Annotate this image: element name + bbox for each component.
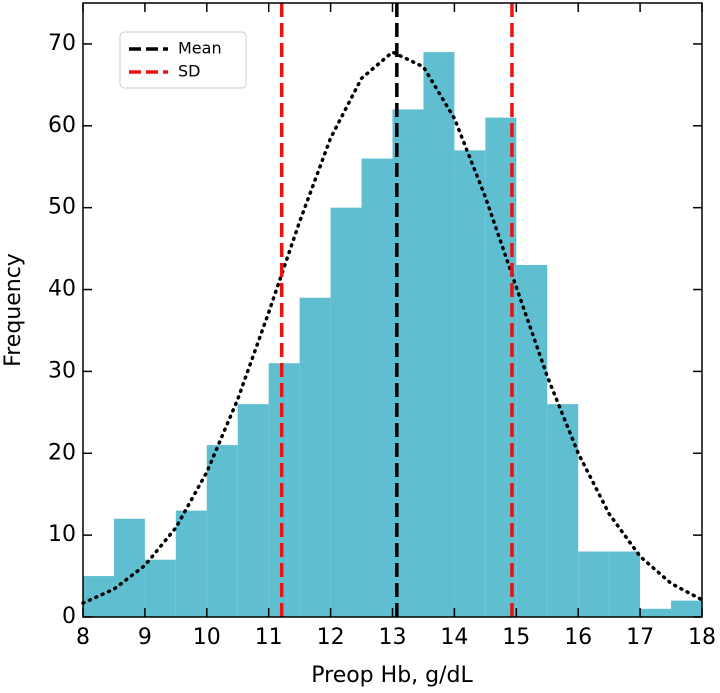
legend-label: Mean	[178, 39, 222, 58]
bar	[144, 559, 176, 617]
bar	[361, 158, 393, 617]
bar	[113, 518, 145, 617]
y-tick-label: 50	[48, 195, 76, 220]
bar	[237, 404, 269, 617]
bar	[454, 150, 486, 618]
y-tick-label: 60	[48, 113, 76, 138]
x-tick-label: 17	[626, 625, 654, 650]
bar	[83, 576, 114, 617]
x-tick-label: 15	[502, 625, 530, 650]
bar	[175, 510, 207, 617]
y-tick-label: 0	[62, 604, 76, 629]
x-tick-label: 8	[76, 625, 90, 650]
x-tick-label: 14	[440, 625, 468, 650]
bar	[578, 551, 610, 617]
bar	[206, 445, 238, 617]
legend: Mean SD	[119, 31, 247, 89]
x-tick-label: 13	[379, 625, 407, 650]
y-tick-label: 10	[48, 522, 76, 547]
bar	[547, 404, 579, 617]
fit-curve	[81, 50, 704, 605]
x-tick-label: 9	[138, 625, 152, 650]
bar	[640, 608, 672, 617]
x-tick-label: 18	[688, 625, 716, 650]
y-tick-label: 70	[48, 31, 76, 56]
y-tick-label: 40	[48, 277, 76, 302]
bar	[516, 264, 548, 617]
bar	[609, 551, 641, 617]
x-axis-label: Preop Hb, g/dL	[311, 663, 473, 688]
x-tick-label: 11	[255, 625, 283, 650]
x-tick-label: 10	[193, 625, 221, 650]
y-tick-label: 20	[48, 440, 76, 465]
x-tick-label: 12	[317, 625, 345, 650]
bar	[268, 363, 300, 617]
y-tick-label: 30	[48, 358, 76, 383]
legend-label: SD	[178, 62, 200, 81]
y-axis-label: Frequency	[1, 253, 26, 367]
bar	[299, 297, 331, 617]
bar	[330, 207, 362, 617]
legend-box	[119, 31, 247, 89]
bar	[423, 52, 455, 618]
bar	[671, 600, 702, 617]
x-tick-label: 16	[564, 625, 592, 650]
